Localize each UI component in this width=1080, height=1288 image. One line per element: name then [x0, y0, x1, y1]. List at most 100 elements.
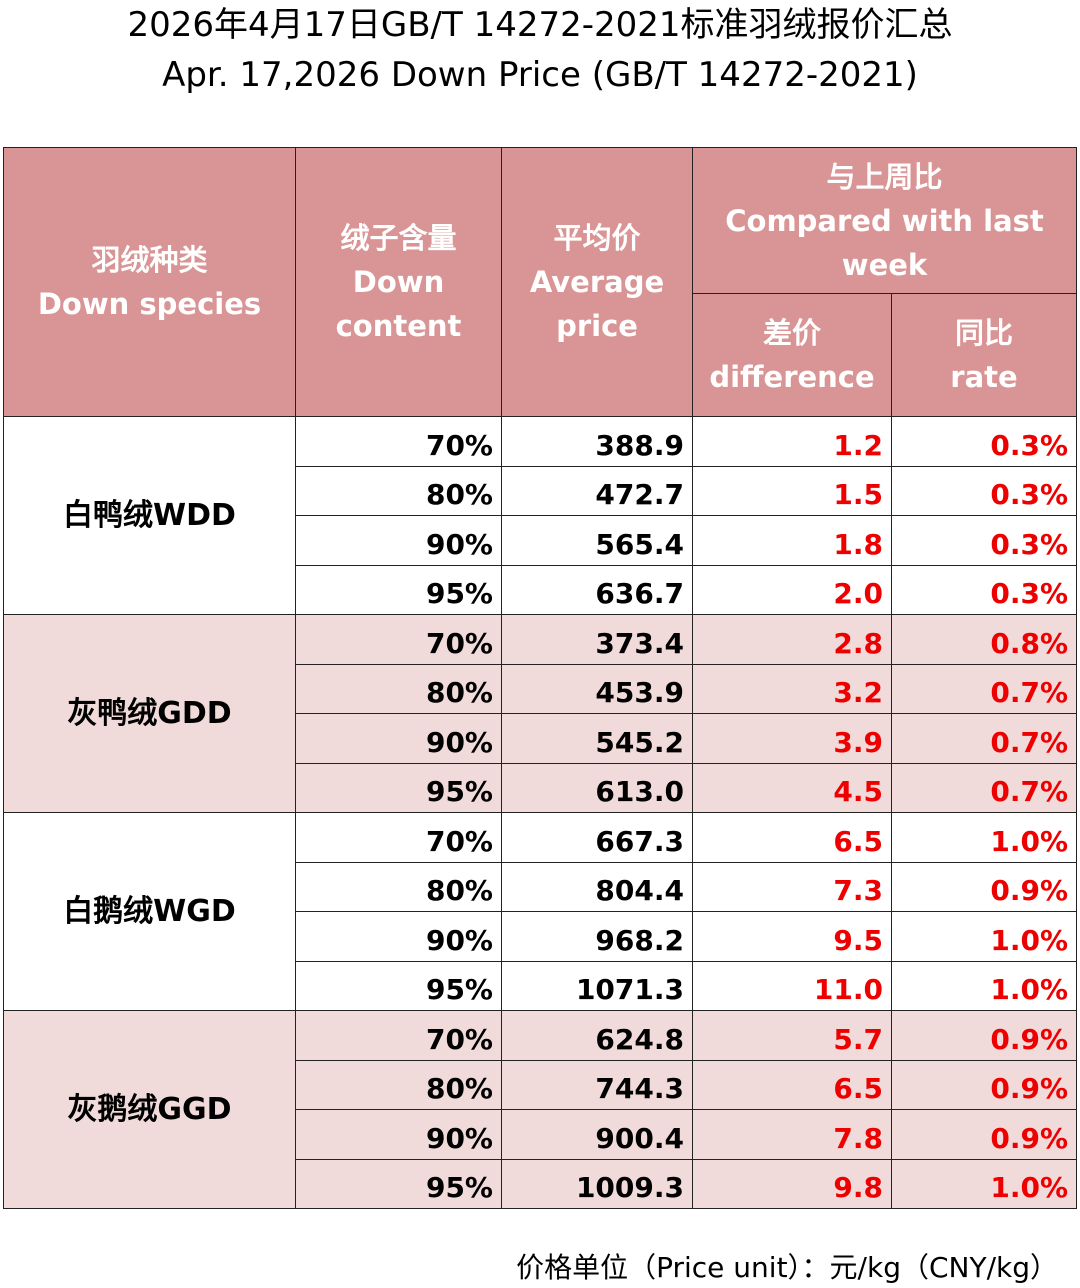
average-price-cell: 472.7 [501, 465, 693, 516]
species-cell: 白鸭绒WDD [3, 416, 296, 615]
table-row: 95% 1009.3 9.8 1.0% [4, 1158, 1078, 1209]
down-price-table: 羽绒种类 Down species 绒子含量 Down content 平均价 … [3, 147, 1078, 1209]
rate-cell: 0.9% [890, 1109, 1078, 1160]
header-diff-en: difference [709, 360, 875, 394]
table-row: 90% 968.2 9.5 1.0% [4, 911, 1078, 962]
header-rate-en: rate [950, 360, 1018, 394]
header-species-en: Down species [37, 287, 262, 321]
difference-cell: 1.2 [692, 416, 892, 467]
price-rows: 白鸭绒WDD 70% 388.9 1.2 0.3% 80% 472.7 1.5 0.3% 90% 5… [3, 416, 1078, 1209]
rate-cell: 0.3% [890, 465, 1078, 516]
average-price-cell: 636.7 [501, 564, 693, 615]
average-price-cell: 1071.3 [501, 960, 693, 1011]
table-row: 80% 804.4 7.3 0.9% [4, 861, 1078, 912]
header-rate: 同比 rate [890, 293, 1078, 417]
down-content-cell: 90% [295, 515, 502, 566]
header-avg-en-1: Average [529, 265, 665, 299]
header-compare-last-week: 与上周比 Compared with last week [691, 147, 1078, 294]
difference-cell: 1.5 [692, 465, 892, 516]
table-row: 90% 545.2 3.9 0.7% [4, 713, 1078, 764]
average-price-cell: 565.4 [501, 515, 693, 566]
difference-cell: 2.8 [692, 614, 892, 665]
title-english: Apr. 17,2026 Down Price (GB/T 14272-2021… [162, 55, 918, 95]
average-price-cell: 804.4 [501, 861, 693, 912]
difference-cell: 9.8 [692, 1158, 892, 1209]
header-difference: 差价 difference [692, 293, 892, 417]
down-content-cell: 90% [295, 1109, 502, 1160]
header-compare-en-2: week [841, 247, 928, 282]
header-content-en-1: Down [352, 265, 445, 299]
down-content-cell: 70% [295, 1010, 502, 1061]
header-compare-cn: 与上周比 [826, 159, 943, 194]
rate-cell: 0.7% [890, 663, 1078, 714]
difference-cell: 3.9 [692, 713, 892, 764]
down-content-cell: 95% [295, 960, 502, 1011]
difference-cell: 1.8 [692, 515, 892, 566]
difference-cell: 3.2 [692, 663, 892, 714]
price-unit-note: 价格单位（Price unit）：元/kg（CNY/kg） [516, 1251, 1058, 1284]
rate-cell: 1.0% [890, 812, 1078, 863]
difference-cell: 5.7 [692, 1010, 892, 1061]
header-species: 羽绒种类 Down species [3, 147, 296, 417]
header-species-cn: 羽绒种类 [91, 243, 208, 277]
table-row: 白鹅绒WGD 70% 667.3 6.5 1.0% [3, 812, 1078, 1011]
down-content-cell: 80% [295, 663, 502, 714]
rate-cell: 1.0% [890, 911, 1078, 962]
difference-cell: 9.5 [692, 911, 892, 962]
title-chinese: 2026年4月17日GB/T 14272-2021标准羽绒报价汇总 [127, 5, 953, 45]
table-row: 95% 613.0 4.5 0.7% [4, 762, 1078, 813]
header-diff-cn: 差价 [762, 316, 821, 350]
average-price-cell: 900.4 [501, 1109, 693, 1160]
table-row: 白鸭绒WDD 70% 388.9 1.2 0.3% [3, 416, 1078, 615]
average-price-cell: 453.9 [501, 663, 693, 714]
species-cell: 灰鹅绒GGD [3, 1010, 296, 1209]
difference-cell: 7.3 [692, 861, 892, 912]
down-content-cell: 70% [295, 416, 502, 467]
average-price-cell: 667.3 [501, 812, 693, 863]
header-content: 绒子含量 Down content [295, 147, 502, 417]
difference-cell: 4.5 [692, 762, 892, 813]
table-row: 90% 565.4 1.8 0.3% [4, 515, 1078, 566]
table-row: 灰鹅绒GGD 70% 624.8 5.7 0.9% [3, 1010, 1078, 1209]
rate-cell: 0.8% [890, 614, 1078, 665]
down-content-cell: 70% [295, 614, 502, 665]
average-price-cell: 624.8 [501, 1010, 693, 1061]
difference-cell: 11.0 [692, 960, 892, 1011]
difference-cell: 7.8 [692, 1109, 892, 1160]
rate-cell: 1.0% [890, 960, 1078, 1011]
down-content-cell: 80% [295, 861, 502, 912]
down-content-cell: 70% [295, 812, 502, 863]
table-row: 90% 900.4 7.8 0.9% [4, 1109, 1078, 1160]
header-avg-en-2: price [556, 309, 638, 343]
down-content-cell: 80% [295, 1059, 502, 1110]
down-content-cell: 90% [295, 911, 502, 962]
header-compare-en-1: Compared with last [725, 203, 1044, 238]
down-content-cell: 95% [295, 762, 502, 813]
rate-cell: 0.3% [890, 416, 1078, 467]
table-row: 80% 744.3 6.5 0.9% [4, 1059, 1078, 1110]
rate-cell: 1.0% [890, 1158, 1078, 1209]
table-row: 灰鸭绒GDD 70% 373.4 2.8 0.8% [3, 614, 1078, 813]
average-price-cell: 613.0 [501, 762, 693, 813]
header-content-cn: 绒子含量 [340, 221, 457, 255]
header-avg-cn: 平均价 [553, 221, 641, 255]
down-content-cell: 80% [295, 465, 502, 516]
rate-cell: 0.9% [890, 1010, 1078, 1061]
header-content-en-2: content [335, 309, 462, 343]
average-price-cell: 1009.3 [501, 1158, 693, 1209]
table-row: 95% 636.7 2.0 0.3% [4, 564, 1078, 615]
rate-cell: 0.9% [890, 861, 1078, 912]
rate-cell: 0.7% [890, 762, 1078, 813]
species-cell: 白鹅绒WGD [3, 812, 296, 1011]
difference-cell: 6.5 [692, 812, 892, 863]
rate-cell: 0.9% [890, 1059, 1078, 1110]
average-price-cell: 388.9 [501, 416, 693, 467]
rate-cell: 0.7% [890, 713, 1078, 764]
table-row: 80% 472.7 1.5 0.3% [4, 465, 1078, 516]
difference-cell: 6.5 [692, 1059, 892, 1110]
average-price-cell: 968.2 [501, 911, 693, 962]
difference-cell: 2.0 [692, 564, 892, 615]
rate-cell: 0.3% [890, 564, 1078, 615]
average-price-cell: 545.2 [501, 713, 693, 764]
rate-cell: 0.3% [890, 515, 1078, 566]
